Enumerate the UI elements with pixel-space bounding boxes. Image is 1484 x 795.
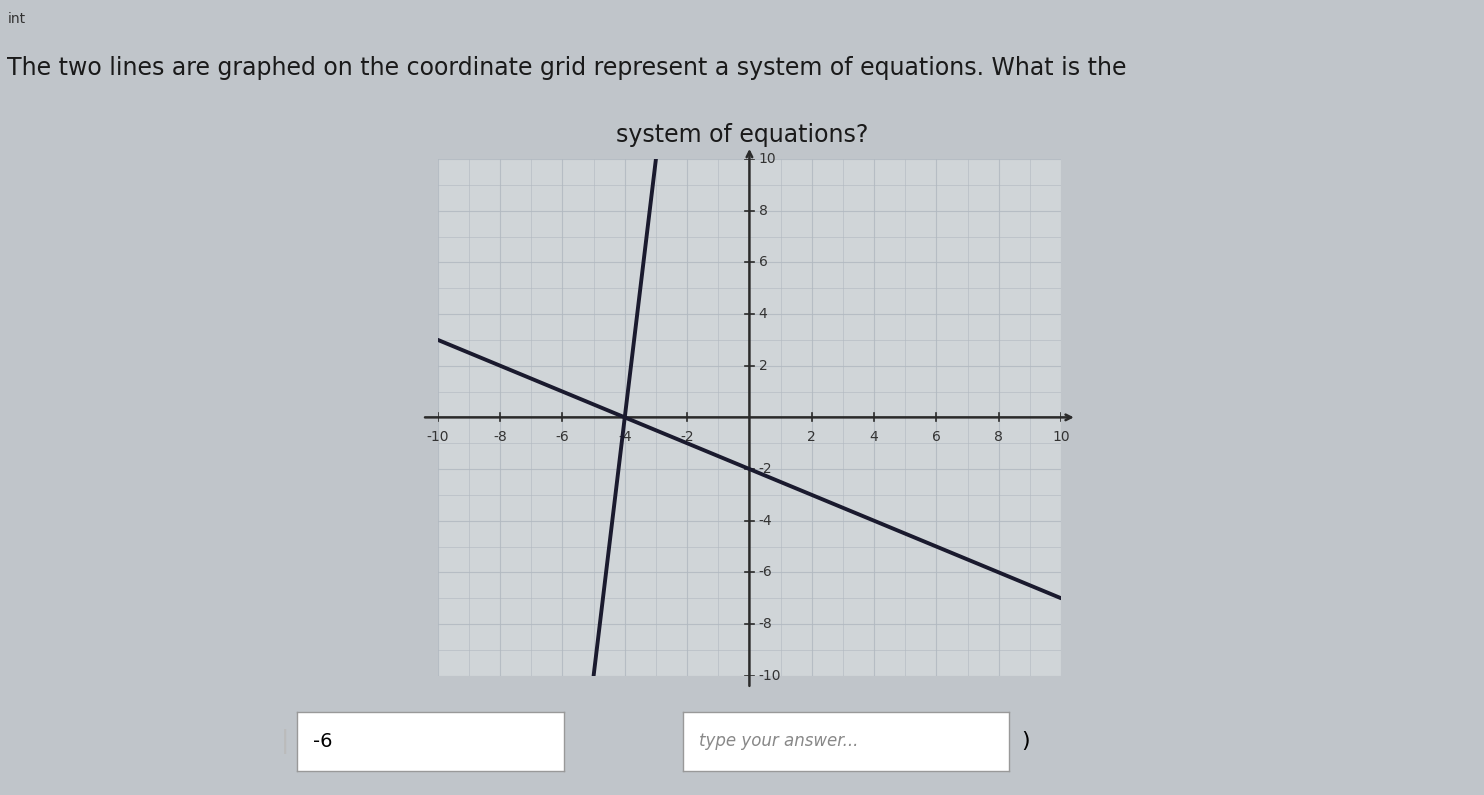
Text: -6: -6 [555,430,570,444]
Text: 4: 4 [870,430,879,444]
Text: -4: -4 [758,514,772,528]
Text: 8: 8 [994,430,1003,444]
Text: |: | [280,729,289,754]
Text: 2: 2 [807,430,816,444]
Text: -10: -10 [426,430,450,444]
Text: ): ) [1021,731,1030,751]
Text: type your answer...: type your answer... [699,732,858,750]
Text: 6: 6 [758,255,767,270]
Text: -2: -2 [680,430,695,444]
Text: int: int [7,12,25,26]
Text: 6: 6 [932,430,941,444]
Text: -4: -4 [617,430,632,444]
Text: 10: 10 [1052,430,1070,444]
Text: -8: -8 [758,617,773,631]
Text: -6: -6 [758,565,773,580]
Text: -2: -2 [758,462,772,476]
Text: system of equations?: system of equations? [616,123,868,147]
Text: 2: 2 [758,359,767,373]
Text: -10: -10 [758,669,781,683]
Text: 8: 8 [758,204,767,218]
Text: -6: -6 [313,732,332,750]
Text: 10: 10 [758,152,776,166]
Text: The two lines are graphed on the coordinate grid represent a system of equations: The two lines are graphed on the coordin… [7,56,1126,80]
Text: 4: 4 [758,307,767,321]
Text: -8: -8 [493,430,508,444]
